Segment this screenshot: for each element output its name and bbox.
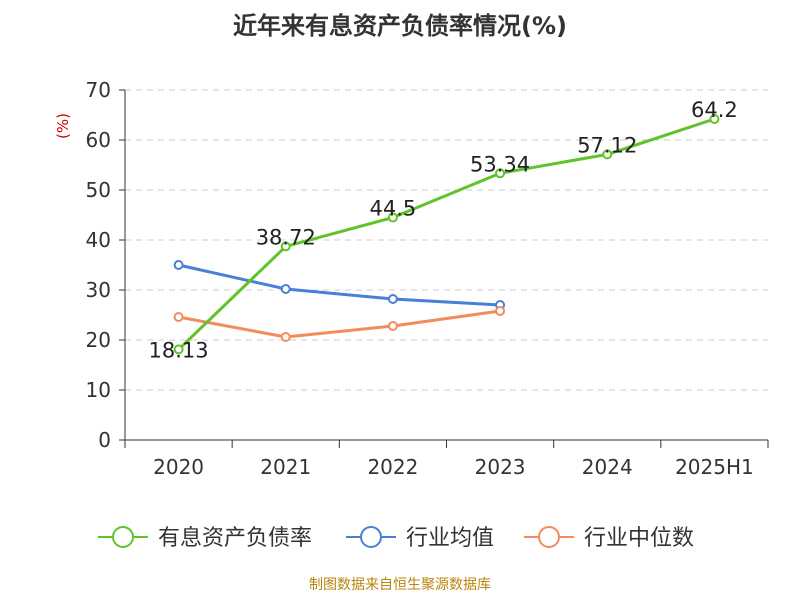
- x-tick-label: 2024: [582, 455, 633, 479]
- legend-marker: [112, 526, 134, 548]
- source-note: 制图数据来自恒生聚源数据库: [309, 577, 491, 593]
- data-point: [387, 321, 398, 331]
- y-tick-label: 70: [86, 78, 111, 102]
- y-tick-label: 50: [86, 178, 111, 202]
- chart-title: 近年来有息资产负债率情况(%): [233, 12, 567, 40]
- data-point: [280, 284, 291, 294]
- x-tick-label: 2022: [367, 455, 418, 479]
- legend-label: 行业均值: [406, 526, 494, 551]
- data-point: [387, 294, 398, 304]
- series-line: [177, 117, 715, 351]
- grid-lines: [125, 89, 768, 391]
- data-point: [387, 212, 398, 223]
- x-tick-label: 2025H1: [675, 455, 754, 479]
- data-label: 64.2: [691, 98, 738, 122]
- data-label: 38.72: [256, 225, 316, 249]
- x-tick-label: 2021: [260, 455, 311, 479]
- y-axis-label: (%): [54, 113, 72, 139]
- data-point: [280, 332, 291, 342]
- data-point: [709, 114, 720, 124]
- data-point: [173, 312, 184, 322]
- y-tick-label: 10: [86, 378, 111, 402]
- legend-label: 行业中位数: [584, 526, 694, 551]
- series-line: [178, 309, 501, 339]
- series: [173, 114, 720, 355]
- data-label: 18.13: [149, 338, 209, 362]
- legend-marker: [360, 526, 382, 548]
- y-tick-label: 20: [86, 328, 111, 352]
- x-tick-label: 2020: [153, 455, 204, 479]
- legend-label: 有息资产负债率: [158, 526, 312, 551]
- data-label: 44.5: [370, 197, 417, 221]
- data-point: [173, 344, 184, 355]
- y-tick-label: 0: [98, 428, 111, 452]
- data-point: [495, 306, 506, 316]
- x-tick-label: 2023: [475, 455, 526, 479]
- y-tick-label: 30: [86, 278, 111, 302]
- axes: 0 10 20 30 40 50 60 70 2020 2021 2022 2023 2024 2025H…: [54, 78, 769, 479]
- data-point: [495, 168, 506, 179]
- data-labels: 18.13 38.72 44.5 53.34 57.12 64.2: [149, 98, 738, 362]
- series-line: [178, 263, 501, 307]
- data-point: [173, 260, 184, 270]
- y-tick-label: 60: [86, 128, 111, 152]
- data-label: 53.34: [470, 152, 530, 176]
- legend: 有息资产负债率 行业均值 行业中位数: [98, 526, 694, 551]
- y-tick-label: 40: [86, 228, 111, 252]
- data-point: [602, 149, 613, 160]
- data-point: [280, 241, 291, 252]
- legend-marker: [538, 526, 560, 548]
- data-label: 57.12: [577, 133, 637, 157]
